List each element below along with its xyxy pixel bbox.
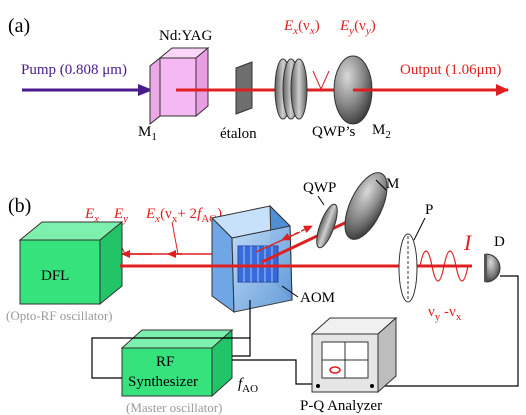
m2-label: M2 bbox=[372, 122, 391, 141]
ey-label: Ey bbox=[113, 206, 128, 225]
p-label: P bbox=[425, 202, 433, 218]
analyzer-label: P-Q Analyzer bbox=[300, 398, 382, 414]
ey-nuy-label: Ey(νy) bbox=[339, 18, 376, 37]
qwp-leader bbox=[317, 195, 325, 206]
dfl-box bbox=[18, 220, 124, 306]
detector-cable bbox=[376, 275, 519, 387]
panel-b: (b) Ex Ey Ex(νx+ 2fAO) DFL (Opto-RF osci… bbox=[6, 172, 519, 415]
qwps-label: QWP’s bbox=[312, 124, 356, 140]
qwp-plate bbox=[316, 203, 338, 249]
beat-wave bbox=[419, 250, 469, 282]
etalon-plate bbox=[235, 61, 253, 115]
beat-frequency-label: νy -νx bbox=[428, 304, 462, 323]
fao-label: fAO bbox=[238, 376, 258, 395]
rf-to-analyzer-cable bbox=[232, 359, 314, 385]
m-label: M bbox=[386, 176, 399, 192]
qwps-waveplates bbox=[274, 58, 308, 120]
panel-b-label: (b) bbox=[8, 195, 31, 217]
double-pass-arrow bbox=[281, 225, 313, 241]
d-label: D bbox=[494, 234, 505, 250]
aom-leader bbox=[281, 285, 299, 298]
ex-shift-label: Ex(νx+ 2fAO) bbox=[145, 206, 222, 225]
etalon-label: étalon bbox=[220, 126, 257, 142]
qwp-label: QWP bbox=[303, 180, 336, 196]
rf-to-aom-cable bbox=[232, 300, 251, 357]
rf-caption: (Master oscillator) bbox=[126, 400, 222, 415]
output-label: Output (1.06μm) bbox=[400, 62, 501, 78]
detector bbox=[485, 253, 501, 283]
nd-yag-crystal bbox=[149, 46, 210, 126]
dfl-label: DFL bbox=[41, 268, 69, 284]
intensity-label: I bbox=[463, 230, 473, 255]
rf-synthesizer-box bbox=[120, 328, 234, 398]
m1-label: M1 bbox=[138, 124, 157, 143]
rf-label: RF bbox=[156, 354, 174, 370]
detector-face bbox=[484, 254, 487, 282]
synthesizer-label: Synthesizer bbox=[128, 374, 198, 390]
ex-nux-label: Ex(νx) bbox=[283, 18, 320, 37]
rf-to-dfl-cable bbox=[91, 337, 250, 379]
aom-wavefronts bbox=[237, 245, 279, 283]
dfl-caption: (Opto-RF oscillator) bbox=[6, 308, 113, 323]
m-leader bbox=[375, 179, 387, 191]
crystal-label: Nd:YAG bbox=[159, 28, 213, 44]
pump-label: Pump (0.808 μm) bbox=[21, 62, 127, 78]
ex-shift-tick bbox=[171, 221, 179, 255]
panel-a: (a) Pump (0.808 μm) Nd:YAG M1 étalon QWP… bbox=[8, 15, 509, 143]
m-mirror bbox=[344, 172, 388, 240]
pq-analyzer-box bbox=[310, 316, 398, 394]
ex-label: Ex bbox=[84, 206, 99, 225]
p-leader bbox=[413, 217, 426, 241]
panel-a-label: (a) bbox=[8, 15, 30, 37]
aom-label: AOM bbox=[300, 290, 335, 306]
